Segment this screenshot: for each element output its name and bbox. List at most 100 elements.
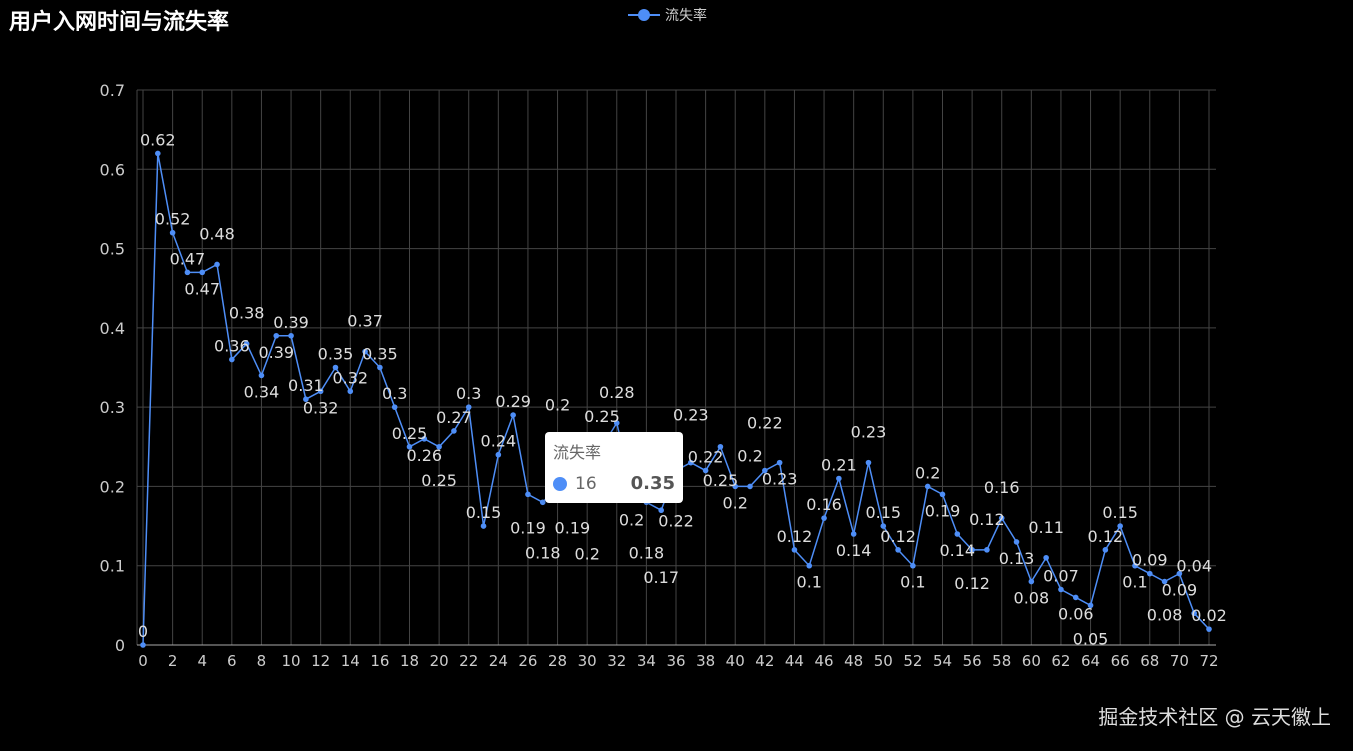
x-tick-label: 8: [257, 652, 267, 670]
data-label: 0.16: [984, 478, 1020, 497]
x-tick-label: 12: [311, 652, 330, 670]
data-point: [465, 404, 472, 410]
x-tick-label: 48: [844, 652, 863, 670]
data-point: [155, 150, 161, 157]
data-label: 0.18: [629, 543, 665, 562]
data-point: [510, 412, 516, 418]
data-point: [377, 364, 383, 371]
data-point: [451, 428, 457, 434]
data-label: 0.24: [481, 432, 517, 451]
data-point: [436, 443, 442, 450]
data-label: 0.48: [199, 224, 235, 243]
watermark: 掘金技术社区 @ 云天徽上: [1098, 705, 1331, 729]
data-point: [1176, 570, 1183, 577]
data-label: 0.2: [915, 463, 940, 482]
data-label: 0.12: [954, 574, 990, 593]
data-label: 0.19: [555, 518, 591, 537]
data-label: 0.02: [1191, 606, 1227, 625]
data-label: 0.62: [140, 130, 176, 149]
x-tick-label: 54: [933, 652, 952, 670]
data-label: 0.15: [466, 503, 502, 522]
data-point: [850, 531, 857, 537]
data-label: 0.12: [880, 527, 916, 546]
data-point: [480, 523, 487, 529]
data-point: [169, 229, 176, 236]
x-tick-label: 70: [1170, 652, 1189, 670]
x-tick-label: 2: [168, 652, 178, 670]
x-tick-label: 34: [637, 652, 656, 670]
x-tick-label: 14: [341, 652, 360, 670]
x-tick-label: 38: [696, 652, 715, 670]
data-point: [1191, 610, 1197, 617]
data-label: 0.26: [406, 446, 442, 465]
data-label: 0.12: [1088, 527, 1124, 546]
data-label: 0.12: [969, 510, 1005, 529]
y-tick-label: 0.6: [100, 160, 125, 179]
data-label: 0.08: [1014, 589, 1050, 608]
x-tick-label: 0: [138, 652, 148, 670]
x-tick-label: 10: [282, 652, 301, 670]
data-label: 0.22: [747, 414, 783, 433]
x-tick-label: 40: [726, 652, 745, 670]
data-point: [317, 388, 324, 395]
data-point: [910, 562, 916, 569]
data-label: 0.18: [525, 543, 561, 562]
y-tick-label: 0.7: [100, 81, 125, 100]
data-label: 0.32: [332, 368, 368, 387]
data-label: 0.3: [456, 384, 481, 403]
data-label: 0.39: [258, 343, 294, 362]
x-tick-label: 22: [459, 652, 478, 670]
x-tick-label: 18: [400, 652, 419, 670]
data-label: 0.14: [836, 541, 872, 560]
data-label: 0.2: [574, 544, 599, 563]
data-label: 0.47: [184, 279, 220, 298]
data-label: 0.12: [777, 527, 813, 546]
x-tick-label: 32: [607, 652, 626, 670]
data-point: [243, 340, 250, 347]
data-label: 0.15: [1102, 503, 1138, 522]
x-tick-label: 72: [1199, 652, 1218, 670]
data-label: 0.09: [1162, 581, 1198, 600]
data-label: 0.07: [1043, 567, 1079, 586]
data-point: [258, 372, 265, 379]
y-tick-label: 0: [115, 636, 125, 655]
data-point: [747, 483, 753, 490]
data-point: [1028, 578, 1035, 585]
data-label: 0.19: [925, 501, 961, 520]
data-label: 0.16: [806, 495, 842, 514]
data-label: 0.08: [1147, 606, 1183, 625]
data-label: 0.32: [303, 398, 339, 417]
data-point: [1132, 562, 1138, 569]
data-point: [229, 356, 235, 363]
data-point: [865, 459, 872, 466]
x-tick-label: 20: [430, 652, 449, 670]
data-label: 0.47: [170, 249, 206, 268]
data-label: 0.15: [865, 503, 901, 522]
data-label: 0.11: [1028, 518, 1064, 537]
x-tick-label: 28: [548, 652, 567, 670]
x-tick-label: 58: [992, 652, 1011, 670]
data-label: 0.28: [599, 383, 635, 402]
x-tick-label: 46: [815, 652, 834, 670]
data-label: 0: [138, 622, 148, 641]
data-label: 0.23: [762, 470, 798, 489]
data-label: 0.23: [851, 423, 887, 442]
data-point: [776, 459, 783, 466]
data-point: [998, 515, 1005, 521]
data-label: 0.19: [510, 518, 546, 537]
tooltip-x: 16: [575, 473, 597, 494]
data-label: 0.36: [214, 337, 250, 356]
data-point: [836, 475, 842, 482]
data-point: [924, 483, 931, 490]
data-point: [214, 261, 220, 268]
legend-line-icon: [628, 9, 660, 21]
legend-item[interactable]: 流失率: [628, 5, 707, 25]
data-point: [288, 332, 294, 339]
data-label: 0.39: [273, 313, 309, 332]
x-tick-label: 30: [578, 652, 597, 670]
data-point: [1102, 547, 1109, 553]
data-point: [525, 491, 531, 498]
y-tick-label: 0.4: [100, 319, 125, 338]
chart-title: 用户入网时间与流失率: [9, 10, 230, 35]
